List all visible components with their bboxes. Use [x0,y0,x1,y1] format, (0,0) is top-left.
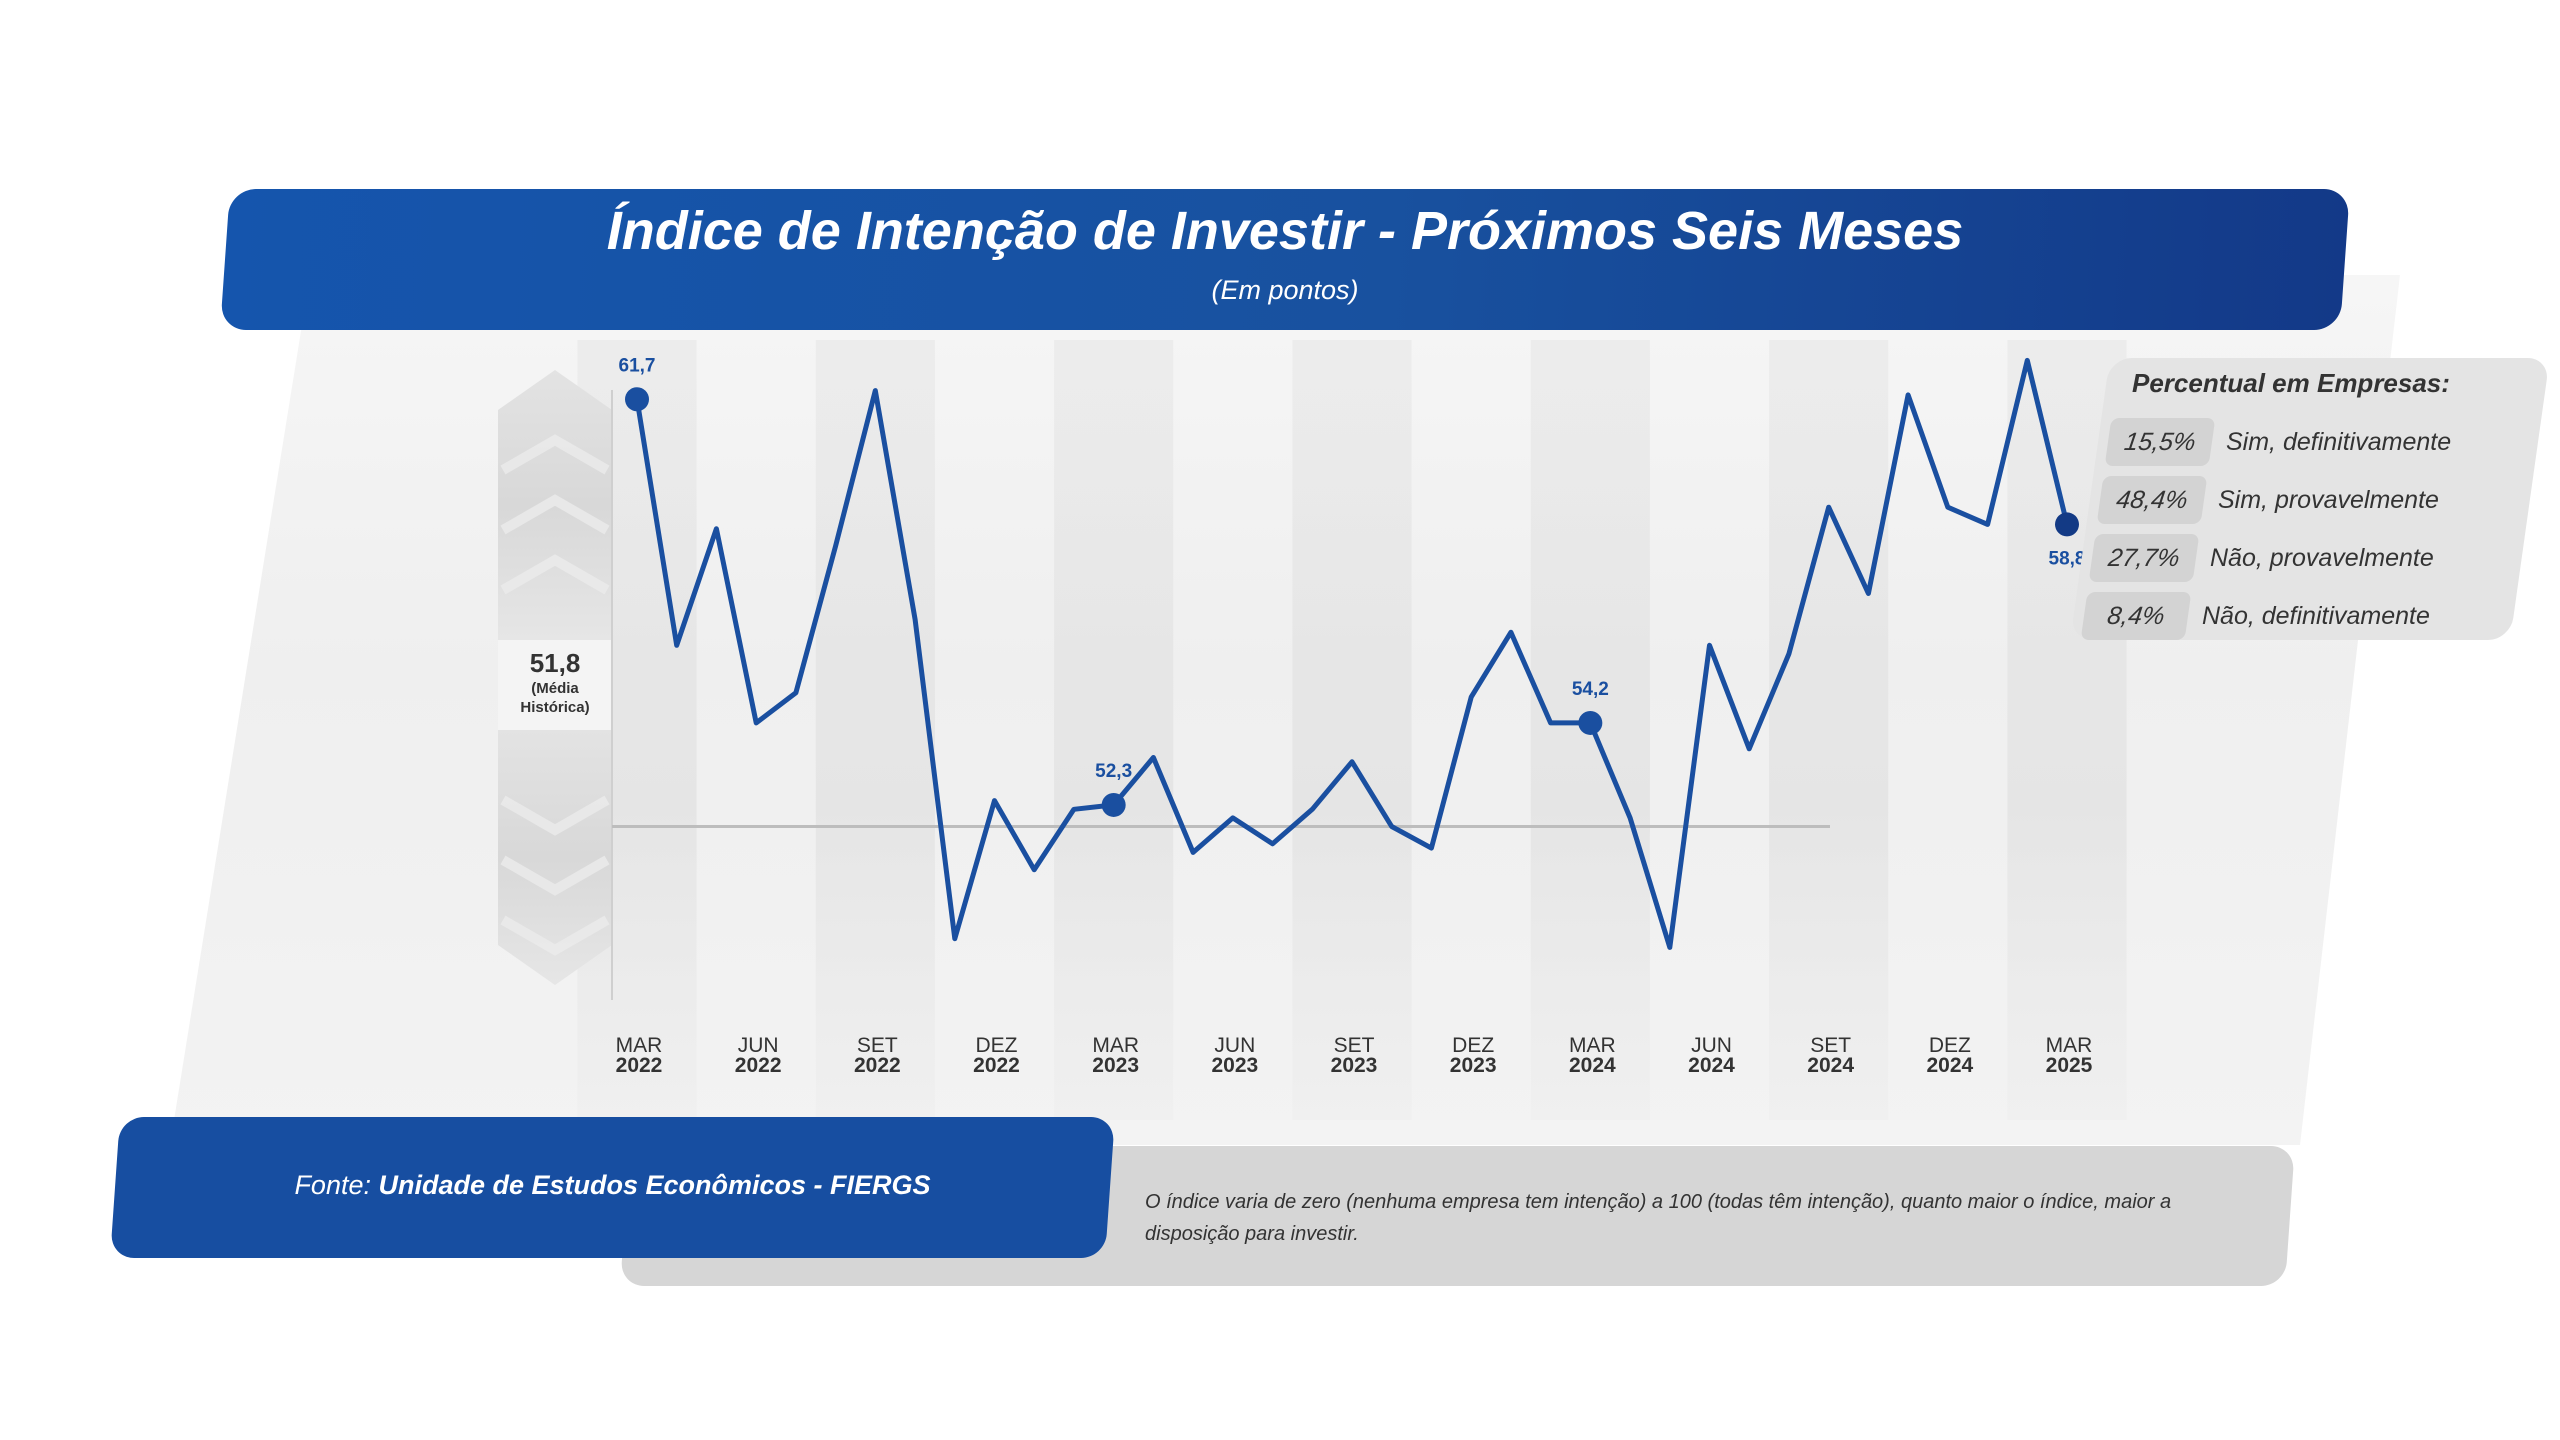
chart-title: Índice de Intenção de Investir - Próximo… [606,201,1964,261]
legend-percent: 27,7% [2088,534,2200,582]
x-tick-month: DEZ [1929,1034,1971,1057]
x-tick-year: 2023 [1331,1054,1378,1077]
highlight-marker [2055,512,2079,537]
arrow-down-icon [498,730,612,985]
highlight-marker [1101,792,1126,817]
x-tick-month: DEZ [976,1034,1018,1057]
highlight-marker [625,387,649,412]
x-tick-month: SET [1334,1034,1375,1057]
legend-label: Sim, definitivamente [2226,428,2452,456]
x-tick-month: JUN [1691,1034,1732,1057]
x-tick-year: 2022 [735,1054,782,1077]
chevron-down-icon [500,855,610,896]
average-note-line2: Histórica) [520,699,589,716]
x-tick-month: SET [1810,1034,1851,1057]
footnote: O índice varia de zero (nenhuma empresa … [1145,1191,2172,1245]
average-note-line1: (Média [531,680,579,697]
data-label: 52,3 [1095,761,1132,782]
quarter-band [1769,340,1889,1120]
data-label: 58,8 [2049,548,2086,569]
x-tick-year: 2023 [1092,1054,1139,1077]
chevron-down-icon [500,795,610,836]
x-tick-year: 2025 [2046,1054,2093,1077]
x-tick-year: 2024 [1807,1054,1854,1077]
average-value-label: 51,8 [530,648,581,678]
x-tick-year: 2022 [854,1054,901,1077]
source-name: Unidade de Estudos Econômicos - FIERGS [378,1170,931,1200]
legend-title: Percentual em Empresas: [2132,368,2450,398]
source-prefix: Fonte: [294,1170,379,1200]
legend-label: Sim, provavelmente [2218,486,2439,514]
chart-subtitle: (Em pontos) [1211,275,1359,305]
series-line [634,357,2070,950]
chevron-up-icon [500,434,610,475]
legend-percent: 8,4% [2080,592,2192,640]
x-tick-month: MAR [1569,1034,1616,1057]
legend-label: Não, provavelmente [2210,544,2434,572]
legend-percent: 15,5% [2104,418,2216,466]
x-tick-month: JUN [738,1034,779,1057]
x-tick-month: MAR [2046,1034,2093,1057]
x-tick-year: 2023 [1211,1054,1258,1077]
data-label: 61,7 [619,355,656,376]
x-tick-year: 2022 [616,1054,663,1077]
x-tick-year: 2024 [1688,1054,1735,1077]
x-tick-year: 2024 [1569,1054,1616,1077]
quarter-band [1292,340,1412,1120]
x-tick-month: MAR [616,1034,663,1057]
x-tick-year: 2023 [1450,1054,1497,1077]
x-tick-month: JUN [1214,1034,1255,1057]
average-column [498,370,613,1000]
source-text: Fonte: Unidade de Estudos Econômicos - F… [115,1170,1110,1201]
chevron-down-icon [500,915,610,956]
legend-percent: 48,4% [2096,476,2208,524]
quarter-band [815,340,935,1120]
chevron-up-icon [500,554,610,595]
legend-label: Não, definitivamente [2202,602,2430,630]
highlight-marker [1578,710,1603,735]
x-tick-month: SET [857,1034,898,1057]
x-tick-month: MAR [1092,1034,1139,1057]
quarter-band [1054,340,1174,1120]
data-label: 54,2 [1572,679,1609,700]
x-tick-month: DEZ [1452,1034,1494,1057]
x-tick-year: 2022 [973,1054,1020,1077]
x-tick-year: 2024 [1926,1054,1973,1077]
chevron-up-icon [500,494,610,535]
